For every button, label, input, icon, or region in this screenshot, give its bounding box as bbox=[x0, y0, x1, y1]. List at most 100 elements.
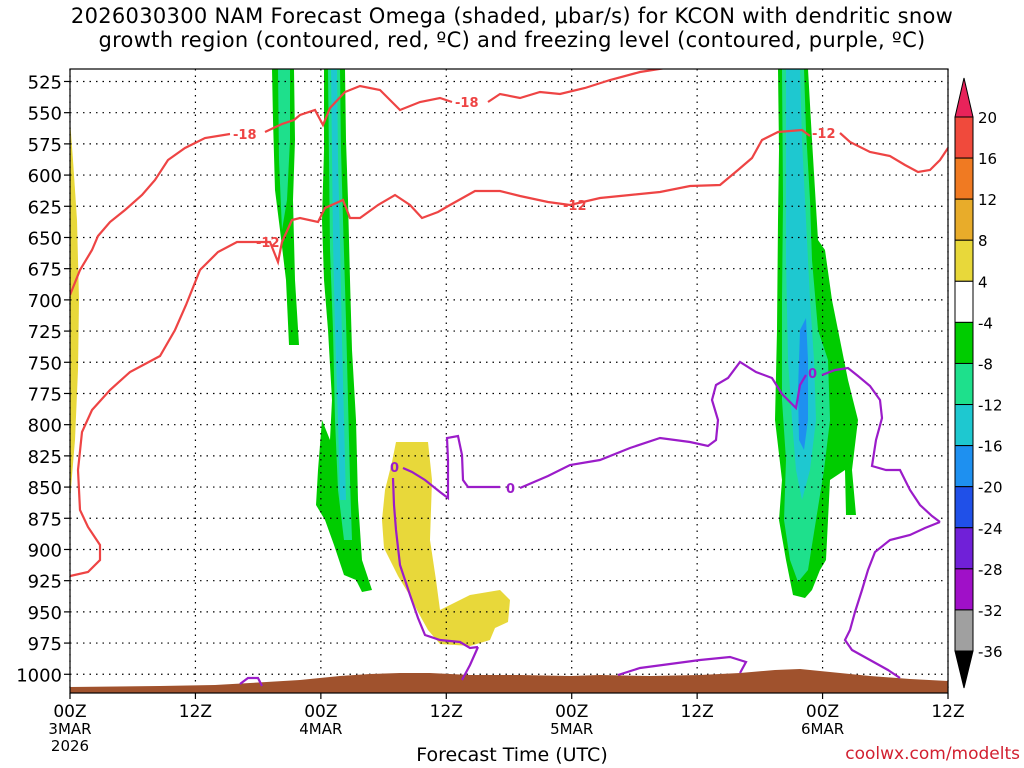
contour-labels: -18 -12 -18 -12 -12 0 0 0 bbox=[233, 96, 836, 497]
colorbar-label: 20 bbox=[978, 109, 997, 127]
y-tick-label: 750 bbox=[28, 353, 62, 374]
y-tick-label: 575 bbox=[28, 135, 62, 156]
dgz-label-3: -18 bbox=[455, 96, 479, 111]
contour-layer bbox=[70, 69, 948, 687]
y-tick-label: 1000 bbox=[16, 665, 62, 686]
colorbar-swatch bbox=[954, 527, 974, 570]
y-tick-label: 525 bbox=[28, 72, 62, 93]
y-tick-label: 800 bbox=[28, 416, 62, 437]
omega-negative-max-3 bbox=[798, 318, 808, 450]
colorbar-label: -28 bbox=[978, 561, 1003, 579]
y-tick-label: 600 bbox=[28, 166, 62, 187]
dgz-label-1: -18 bbox=[233, 128, 257, 143]
y-tick-label: 675 bbox=[28, 260, 62, 281]
dgz-contour-minus18-left bbox=[70, 128, 811, 578]
x-tick-label: 00Z bbox=[53, 702, 86, 722]
freezing-level-contour-surface-west bbox=[239, 676, 263, 687]
omega-positive-region-left bbox=[70, 120, 79, 500]
y-tick-label: 725 bbox=[28, 322, 62, 343]
dgz-contour-minus12-left bbox=[70, 132, 231, 296]
dgz-contour-minus18-upper bbox=[264, 84, 453, 133]
dgz-label-2: -12 bbox=[256, 236, 280, 251]
x-axis-label: Forecast Time (UTC) bbox=[416, 744, 608, 766]
y-tick-label: 700 bbox=[28, 291, 62, 312]
freezing-level-contour-east bbox=[519, 360, 807, 490]
colorbar-label: -4 bbox=[978, 314, 993, 332]
colorbar-label: -8 bbox=[978, 355, 993, 373]
omega-negative-center-3 bbox=[786, 69, 816, 500]
x-date-label: 5MAR bbox=[550, 720, 593, 738]
y-tick-label: 975 bbox=[28, 634, 62, 655]
colorbar-label: -12 bbox=[978, 397, 1003, 415]
y-tick-label: 650 bbox=[28, 228, 62, 249]
y-tick-label: 825 bbox=[28, 447, 62, 468]
colorbar-swatch bbox=[954, 486, 974, 529]
colorbar-label: -16 bbox=[978, 438, 1003, 456]
freezing-label-1: 0 bbox=[390, 461, 399, 476]
y-tick-label: 875 bbox=[28, 509, 62, 530]
colorbar: 20 16 12 8 4 -4 -8 -12 -16 -20 -24 -28 -32 -36 bbox=[954, 77, 1003, 689]
colorbar-label: 16 bbox=[978, 150, 997, 168]
y-axis: 525 550 575 600 625 650 675 700 725 750 775 800 825 8… bbox=[16, 72, 70, 686]
y-tick-label: 925 bbox=[28, 572, 62, 593]
colorbar-label: 12 bbox=[978, 191, 997, 209]
freezing-label-2: 0 bbox=[506, 482, 515, 497]
colorbar-label: -20 bbox=[978, 479, 1003, 497]
freezing-level-contour-far-east bbox=[821, 366, 941, 523]
colorbar-label: -32 bbox=[978, 602, 1003, 620]
chart-title-line2: growth region (contoured, red, ºC) and f… bbox=[98, 28, 926, 52]
x-date-label: 6MAR bbox=[801, 720, 844, 738]
dgz-label-5: -12 bbox=[563, 199, 587, 214]
colorbar-swatch bbox=[954, 609, 974, 652]
x-tick-label: 00Z bbox=[806, 702, 839, 722]
colorbar-swatch bbox=[954, 362, 974, 406]
colorbar-label: -36 bbox=[978, 643, 1003, 661]
colorbar-swatch bbox=[954, 77, 974, 118]
dgz-label-4: -12 bbox=[812, 127, 836, 142]
colorbar-swatch bbox=[954, 239, 974, 282]
colorbar-label: 4 bbox=[978, 273, 988, 291]
terrain bbox=[70, 669, 948, 693]
colorbar-swatch bbox=[954, 198, 974, 241]
y-tick-label: 900 bbox=[28, 540, 62, 561]
freezing-level-contour-mid bbox=[402, 434, 500, 501]
plot-frame bbox=[69, 68, 949, 694]
omega-negative-core-1 bbox=[278, 69, 290, 230]
x-date-label: 3MAR bbox=[48, 720, 91, 738]
credit-text: coolwx.com/modelts bbox=[845, 744, 1020, 764]
shading-layer bbox=[70, 69, 858, 646]
y-tick-label: 950 bbox=[28, 603, 62, 624]
x-date-label: 4MAR bbox=[299, 720, 342, 738]
y-tick-label: 550 bbox=[28, 104, 62, 125]
freezing-label-3: 0 bbox=[808, 367, 817, 382]
x-tick-label: 12Z bbox=[931, 702, 964, 722]
y-tick-label: 625 bbox=[28, 197, 62, 218]
dgz-contour-minus18-upper-right bbox=[487, 69, 667, 103]
colorbar-swatch bbox=[954, 650, 974, 689]
chart-title-line1: 2026030300 NAM Forecast Omega (shaded, μ… bbox=[70, 4, 954, 28]
x-tick-label: 12Z bbox=[681, 702, 714, 722]
colorbar-swatch bbox=[954, 116, 974, 159]
x-year-label: 2026 bbox=[51, 737, 89, 755]
dgz-contour-minus12-right bbox=[839, 132, 948, 174]
freezing-level-contour-surface-east bbox=[617, 655, 748, 677]
colorbar-swatch bbox=[954, 445, 974, 488]
freezing-level-contour-southeast bbox=[843, 520, 941, 679]
x-tick-label: 00Z bbox=[304, 702, 337, 722]
omega-positive-region-center bbox=[382, 442, 510, 646]
y-tick-label: 850 bbox=[28, 478, 62, 499]
colorbar-swatch bbox=[954, 157, 974, 200]
freezing-level-contour-tail bbox=[461, 646, 480, 681]
x-tick-label: 12Z bbox=[430, 702, 463, 722]
x-tick-label: 00Z bbox=[555, 702, 588, 722]
colorbar-label: 8 bbox=[978, 232, 988, 250]
freezing-level-contour-main bbox=[391, 477, 479, 650]
colorbar-swatch bbox=[954, 280, 974, 323]
omega-negative-center-2 bbox=[331, 69, 346, 500]
colorbar-swatch bbox=[954, 568, 974, 611]
colorbar-swatch bbox=[954, 404, 974, 447]
y-tick-label: 775 bbox=[28, 384, 62, 405]
